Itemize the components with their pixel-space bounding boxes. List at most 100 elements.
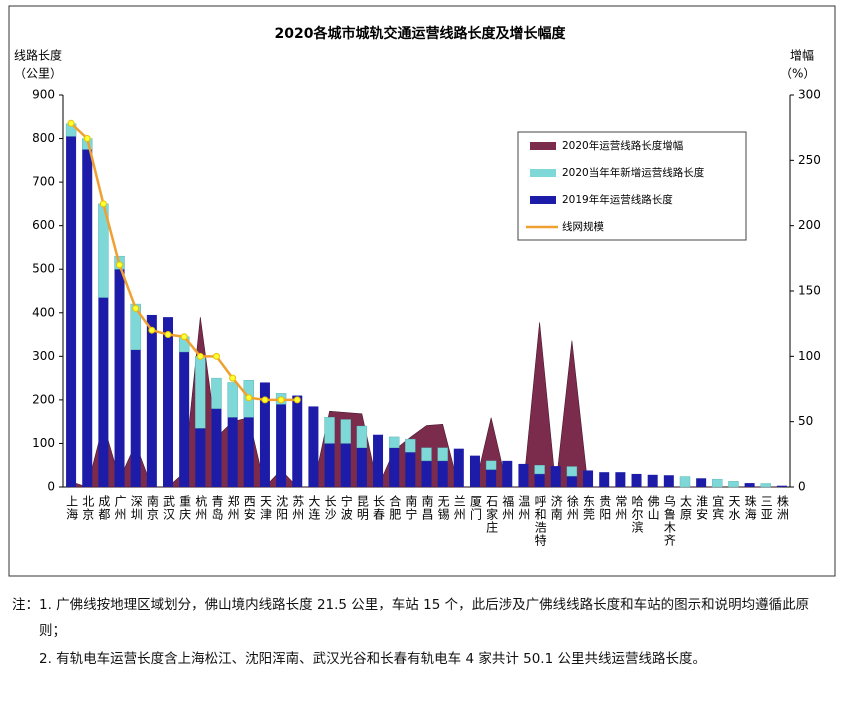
x-tick-label: 宁波 bbox=[339, 494, 353, 521]
bar bbox=[583, 470, 594, 487]
x-tick-label: 武汉 bbox=[162, 495, 176, 521]
line-marker bbox=[83, 135, 91, 143]
bar bbox=[550, 466, 561, 487]
line-marker bbox=[132, 304, 140, 312]
legend-label: 2020当年年新增运营线路长度 bbox=[562, 166, 705, 179]
bar-segment bbox=[485, 460, 497, 470]
bar bbox=[66, 136, 77, 487]
y2-label: 增幅 bbox=[790, 48, 814, 63]
x-tick-label: 长沙 bbox=[323, 495, 337, 521]
bar-segment bbox=[679, 476, 691, 488]
notes: 注： 1. 广佛线按地理区域划分，佛山境内线路长度 21.5 公里，车站 15 … bbox=[12, 592, 832, 674]
bar-segment bbox=[421, 447, 432, 462]
y2-tick-label: 150 bbox=[798, 284, 821, 298]
bar-segment bbox=[324, 417, 335, 444]
bar bbox=[292, 395, 303, 487]
line-marker bbox=[277, 396, 285, 404]
bar-segment bbox=[760, 483, 771, 488]
x-tick-label: 杭州 bbox=[194, 494, 208, 521]
x-tick-label: 广州 bbox=[113, 495, 127, 521]
x-tick-label: 上海 bbox=[65, 495, 79, 521]
legend-swatch bbox=[530, 142, 556, 150]
bar bbox=[98, 297, 109, 487]
bar bbox=[453, 448, 464, 487]
x-tick-label: 株洲 bbox=[775, 494, 789, 521]
chart-title: 2020各城市城轨交通运营线路长度及增长幅度 bbox=[275, 25, 567, 42]
x-tick-label: 南京 bbox=[145, 494, 159, 521]
bar bbox=[502, 460, 513, 487]
bar-segment bbox=[728, 481, 739, 488]
x-tick-label: 长春 bbox=[372, 495, 386, 521]
line-marker bbox=[229, 374, 237, 382]
x-tick-label: 常州 bbox=[614, 495, 628, 521]
x-tick-label: 石家庄 bbox=[485, 495, 499, 534]
bar bbox=[114, 269, 125, 487]
bar-segment bbox=[388, 436, 400, 448]
legend-swatch bbox=[530, 169, 556, 177]
y-tick-label: 600 bbox=[32, 218, 55, 232]
bar bbox=[373, 434, 384, 487]
x-tick-label: 郑州 bbox=[226, 494, 240, 521]
x-tick-label: 乌鲁木齐 bbox=[662, 494, 676, 547]
y-tick-label: 500 bbox=[32, 262, 55, 276]
y-tick-label: 0 bbox=[47, 480, 55, 494]
y-tick-label: 200 bbox=[32, 392, 55, 406]
line-marker bbox=[180, 333, 188, 341]
line-marker bbox=[245, 394, 253, 402]
bar bbox=[82, 149, 93, 487]
line-marker bbox=[212, 352, 220, 360]
y2-tick-label: 50 bbox=[798, 414, 813, 428]
legend-label: 线网规模 bbox=[562, 220, 604, 233]
line-marker bbox=[67, 119, 75, 127]
line-marker bbox=[196, 352, 204, 360]
y2-tick-label: 250 bbox=[798, 153, 821, 167]
y2-tick-label: 200 bbox=[798, 218, 821, 232]
x-tick-label: 哈尔滨 bbox=[630, 495, 644, 534]
x-tick-label: 青岛 bbox=[210, 495, 224, 521]
bar bbox=[421, 460, 432, 487]
y-tick-label: 300 bbox=[32, 349, 55, 363]
bar-segment bbox=[534, 465, 545, 475]
x-tick-label: 东莞 bbox=[582, 495, 596, 521]
x-tick-label: 佛山 bbox=[646, 495, 660, 521]
x-tick-label: 南昌 bbox=[420, 494, 434, 521]
bar-segment bbox=[340, 419, 351, 444]
x-tick-label: 南宁 bbox=[404, 494, 418, 521]
bar bbox=[437, 460, 448, 487]
bar bbox=[146, 314, 157, 487]
note: 1. 广佛线按地理区域划分，佛山境内线路长度 21.5 公里，车站 15 个，此… bbox=[39, 597, 810, 639]
bar bbox=[599, 472, 610, 487]
bar bbox=[405, 452, 416, 487]
chart-frame bbox=[8, 5, 836, 577]
bar bbox=[130, 349, 141, 487]
y2-tick-label: 100 bbox=[798, 349, 821, 363]
x-tick-label: 北京 bbox=[81, 495, 95, 521]
x-tick-label: 沈阳 bbox=[275, 494, 289, 521]
legend-swatch bbox=[530, 196, 556, 204]
bar bbox=[163, 317, 174, 487]
y2-label: （%） bbox=[780, 67, 815, 81]
bar bbox=[195, 428, 206, 487]
x-tick-label: 天水 bbox=[727, 495, 741, 521]
line-marker bbox=[116, 261, 124, 269]
x-tick-label: 大连 bbox=[307, 495, 321, 521]
bar bbox=[518, 463, 529, 487]
x-tick-label: 福州 bbox=[501, 494, 515, 521]
bar bbox=[663, 475, 674, 487]
bar bbox=[486, 469, 497, 487]
bar-segment bbox=[405, 438, 416, 453]
x-tick-label: 淮安 bbox=[695, 495, 709, 521]
x-tick-label: 苏州 bbox=[291, 495, 305, 521]
y-label: 线路长度 bbox=[14, 48, 62, 63]
x-tick-label: 徐州 bbox=[565, 494, 579, 521]
bar bbox=[243, 417, 254, 487]
bar bbox=[469, 455, 480, 487]
line-marker bbox=[148, 326, 156, 334]
x-tick-label: 昆明 bbox=[355, 495, 369, 521]
bar bbox=[356, 447, 367, 487]
bar bbox=[227, 417, 238, 487]
y-tick-label: 800 bbox=[32, 131, 55, 145]
x-tick-label: 呼和浩特 bbox=[533, 495, 547, 547]
bar bbox=[389, 447, 400, 487]
x-tick-label: 厦门 bbox=[468, 495, 482, 521]
